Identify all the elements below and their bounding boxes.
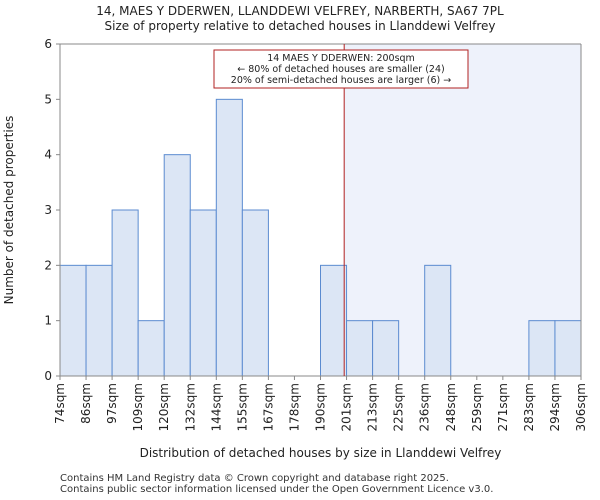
y-tick-label: 4 [44,148,52,162]
x-ticks-group: 74sqm 86sqm 97sqm 109sqm 120sqm 132sqm 144sqm 1… [53,376,588,431]
x-tick-label: 271sqm [496,383,510,431]
footer-line-2: Contains public sector information licen… [60,484,494,495]
x-tick-label: 294sqm [548,383,562,431]
x-tick-label: 283sqm [522,383,536,431]
x-tick-label: 178sqm [287,383,301,431]
x-tick-label: 236sqm [418,383,432,431]
bar [554,320,582,377]
marker-annotation: 14 MAES Y DDERWEN: 200sqm ← 80% of detac… [213,49,469,89]
footer-line-1: Contains HM Land Registry data © Crown c… [60,473,449,484]
bar [137,320,165,377]
y-tick-label: 5 [44,92,52,106]
x-tick-label: 74sqm [53,383,67,424]
bar [424,264,452,377]
chart-title: 14, MAES Y DDERWEN, LLANDDEWI VELFREY, N… [96,4,504,18]
annotation-line-3: 20% of semi-detached houses are larger (… [231,75,451,86]
x-axis-label: Distribution of detached houses by size … [140,446,502,460]
chart-subtitle: Size of property relative to detached ho… [104,19,496,33]
x-tick-label: 97sqm [105,383,119,424]
x-tick-label: 109sqm [131,383,145,431]
x-tick-label: 155sqm [235,383,249,431]
annotation-box [213,49,469,89]
bar [189,209,217,377]
bar [59,264,87,377]
bar [320,264,348,377]
x-tick-label: 167sqm [261,383,275,431]
x-tick-label: 120sqm [157,383,171,431]
bar [111,209,139,377]
bar [241,209,269,377]
y-tick-label: 3 [44,203,52,217]
bars-group [59,98,582,377]
x-tick-label: 213sqm [366,383,380,431]
x-tick-label: 144sqm [209,383,223,431]
x-tick-label: 306sqm [574,383,588,431]
bar [85,264,113,377]
y-tick-label: 0 [44,369,52,383]
x-tick-label: 86sqm [79,383,93,424]
y-ticks-group: 0 1 2 3 4 5 6 [44,37,60,383]
x-tick-label: 201sqm [340,383,354,431]
y-axis-label: Number of detached properties [2,116,16,305]
annotation-line-1: 14 MAES Y DDERWEN: 200sqm [267,53,415,64]
x-tick-label: 190sqm [314,383,328,431]
x-tick-label: 259sqm [470,383,484,431]
annotation-line-2: ← 80% of detached houses are smaller (24… [237,64,444,75]
bar [163,154,191,377]
x-tick-label: 248sqm [444,383,458,431]
bar [372,320,400,377]
y-tick-label: 2 [44,258,52,272]
bar [215,98,243,377]
bar [346,320,374,377]
histogram-chart: 0 1 2 3 4 5 6 74sqm 86sqm 97sqm 109sqm 120sqm 132sq… [2,37,588,460]
y-tick-label: 1 [44,314,52,328]
x-tick-label: 132sqm [183,383,197,431]
bar [528,320,556,377]
x-tick-label: 225sqm [392,383,406,431]
y-tick-label: 6 [44,37,52,51]
